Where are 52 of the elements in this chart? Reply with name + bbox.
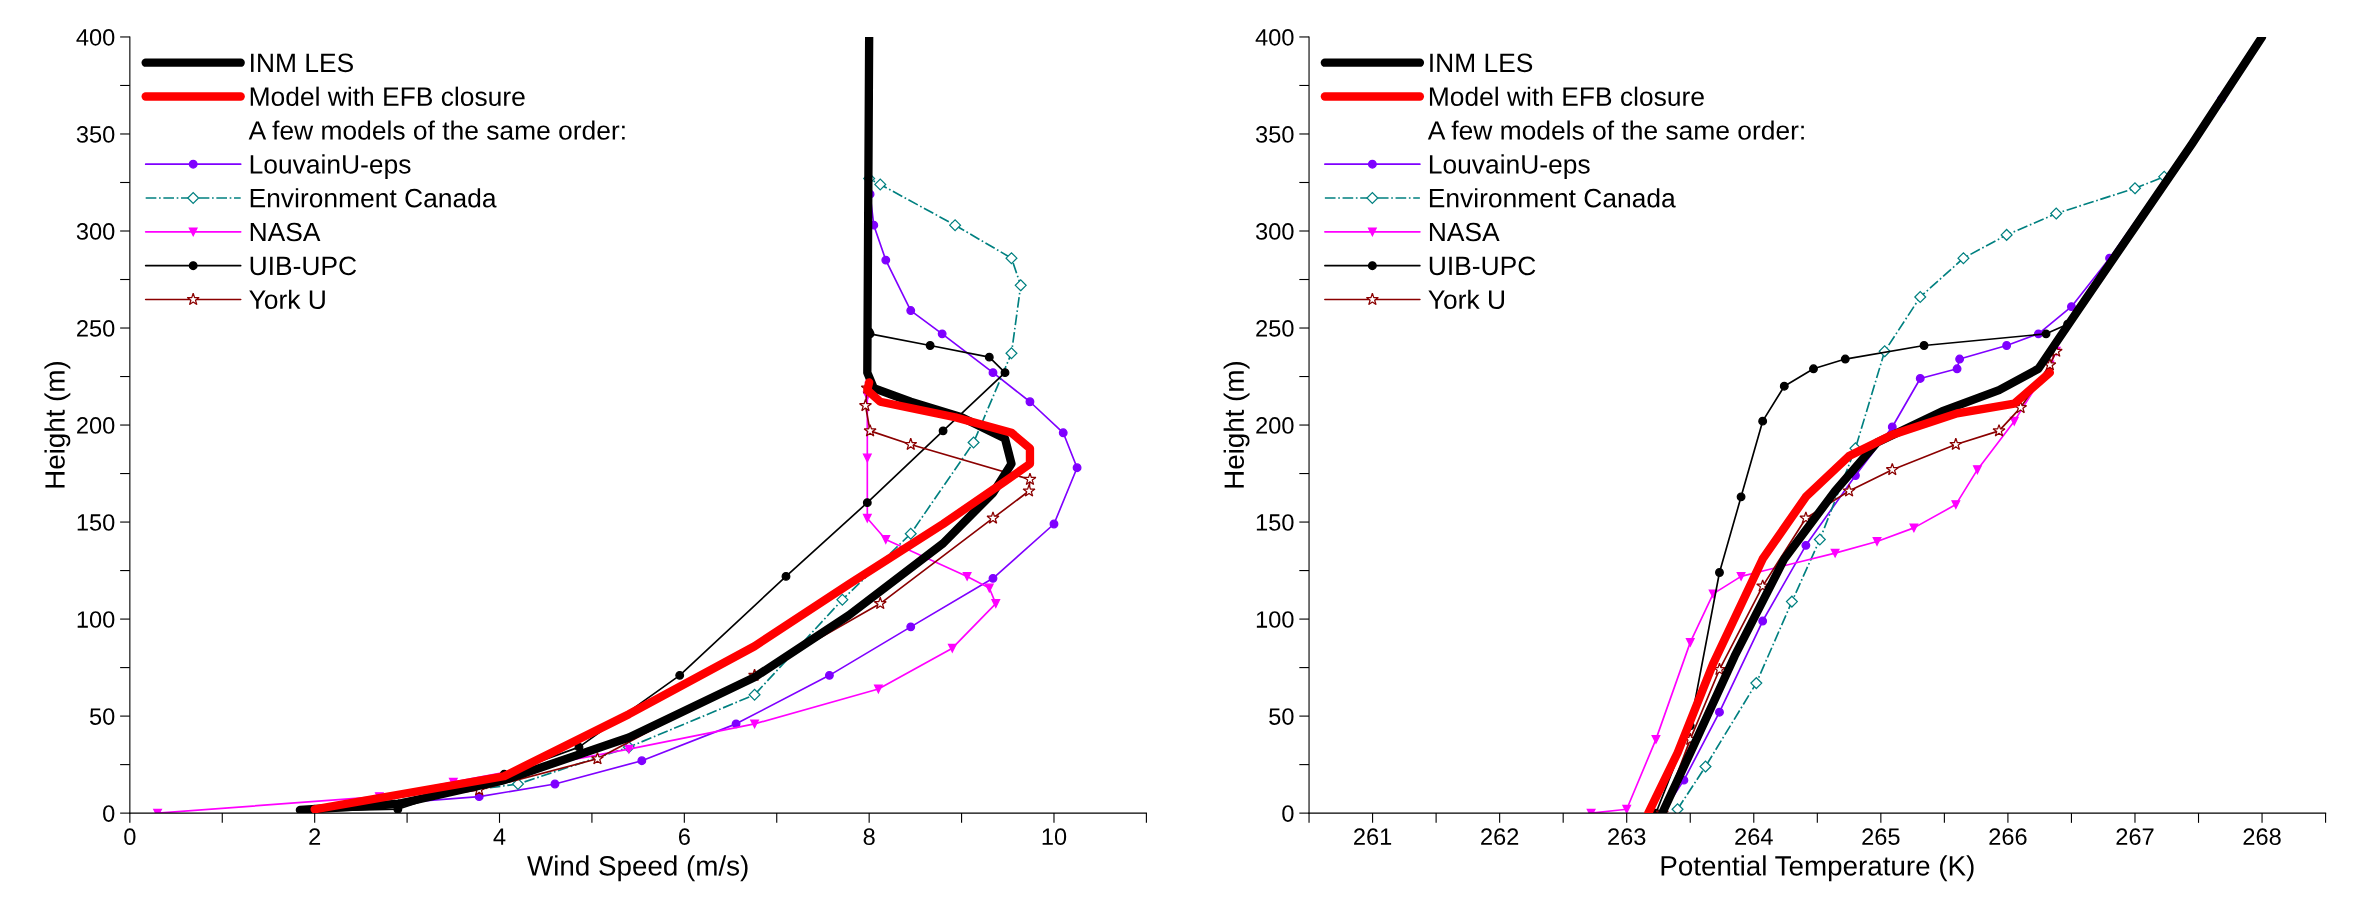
x-tick-label: 266: [1989, 828, 2027, 846]
x-axis-title: Wind Speed (m/s): [527, 855, 748, 882]
legend-label: LouvainU-eps: [1429, 154, 1590, 179]
y-tick-label: 200: [77, 417, 115, 434]
annotation: A few models of the same order:: [248, 120, 625, 140]
x-tick-label: 10: [1042, 828, 1067, 846]
y-tick-label: 350: [1255, 126, 1294, 143]
x-tick-label: 268: [2243, 828, 2281, 846]
legend-label: INM LES: [1430, 53, 1533, 73]
legend-label: UIB-UPC: [1429, 256, 1536, 276]
x-tick-label: 2: [309, 828, 321, 845]
y-axis-title: Height (m): [44, 361, 71, 488]
y-tick-label: 300: [76, 223, 115, 240]
x-tick-label: 267: [2116, 828, 2154, 846]
legend-label: NASA: [250, 222, 321, 242]
legend-label: Model with EFB closure: [250, 86, 525, 107]
legend-label: York U: [1428, 289, 1504, 310]
x-tick-label: 263: [1608, 828, 1646, 846]
x-tick-label: 0: [124, 828, 136, 846]
y-tick-label: 350: [76, 126, 115, 143]
y-tick-label: 250: [77, 320, 115, 337]
legend-label: York U: [249, 289, 325, 310]
x-axis-title: Potential Temperature (K): [1661, 855, 1974, 882]
y-tick-label: 200: [1256, 417, 1294, 434]
y-tick-label: 0: [103, 805, 115, 822]
y-tick-label: 50: [89, 708, 115, 725]
legend-label: Environment Canada: [250, 188, 497, 208]
legend-label: LouvainU-eps: [250, 154, 411, 179]
y-tick-label: 100: [77, 611, 115, 628]
legend-label: INM LES: [251, 53, 353, 73]
y-tick-label: 0: [1282, 805, 1294, 822]
x-tick-label: 262: [1481, 828, 1519, 846]
legend-label: UIB-UPC: [250, 256, 357, 276]
y-tick-label: 100: [1256, 611, 1294, 628]
x-tick-label: 261: [1354, 828, 1392, 846]
annotation: A few models of the same order:: [1427, 120, 1804, 140]
x-tick-label: 6: [678, 828, 690, 846]
legend-label: Environment Canada: [1429, 188, 1676, 208]
y-tick-label: 400: [1255, 29, 1294, 46]
y-tick-label: 400: [76, 29, 115, 46]
legend-label: NASA: [1429, 222, 1500, 242]
y-tick-label: 150: [77, 514, 115, 531]
y-tick-label: 300: [1255, 223, 1294, 240]
x-tick-label: 265: [1862, 828, 1900, 846]
y-tick-label: 250: [1256, 320, 1294, 337]
y-tick-label: 150: [1256, 514, 1294, 531]
x-tick-label: 264: [1735, 828, 1773, 846]
x-tick-label: 8: [863, 828, 875, 846]
y-axis-title: Height (m): [1223, 361, 1250, 488]
x-tick-label: 4: [493, 828, 506, 845]
legend-label: Model with EFB closure: [1429, 86, 1704, 107]
y-tick-label: 50: [1269, 708, 1294, 725]
